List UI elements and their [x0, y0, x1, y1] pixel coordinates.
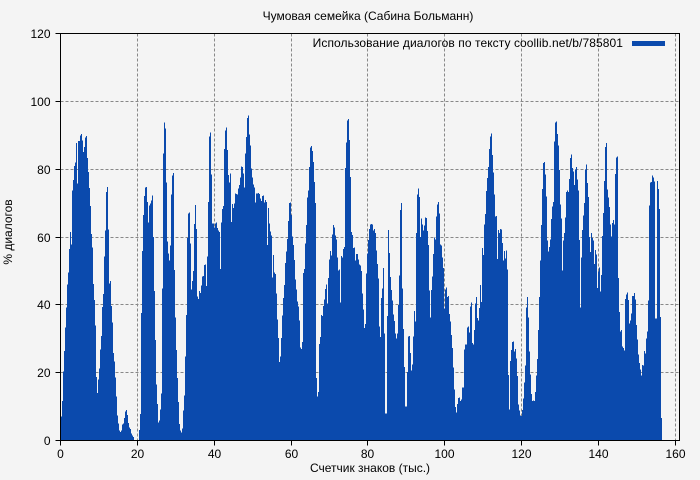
svg-text:40: 40 [208, 447, 222, 461]
svg-text:60: 60 [37, 231, 51, 245]
svg-text:% диалогов: % диалогов [1, 199, 15, 264]
svg-text:0: 0 [57, 447, 64, 461]
svg-text:100: 100 [30, 95, 50, 109]
svg-text:120: 120 [511, 447, 531, 461]
svg-text:160: 160 [665, 447, 685, 461]
svg-text:Чумовая семейка (Сабина Больма: Чумовая семейка (Сабина Больманн) [263, 9, 474, 23]
svg-text:20: 20 [37, 366, 51, 380]
svg-text:20: 20 [131, 447, 145, 461]
svg-text:100: 100 [434, 447, 454, 461]
svg-text:80: 80 [37, 163, 51, 177]
svg-text:Счетчик знаков (тыс.): Счетчик знаков (тыс.) [310, 461, 430, 475]
svg-text:60: 60 [285, 447, 299, 461]
svg-text:0: 0 [44, 434, 51, 448]
svg-text:120: 120 [30, 27, 50, 41]
svg-text:80: 80 [361, 447, 375, 461]
svg-text:140: 140 [588, 447, 608, 461]
svg-text:40: 40 [37, 298, 51, 312]
svg-text:Использование диалогов по текс: Использование диалогов по тексту coollib… [313, 36, 624, 50]
